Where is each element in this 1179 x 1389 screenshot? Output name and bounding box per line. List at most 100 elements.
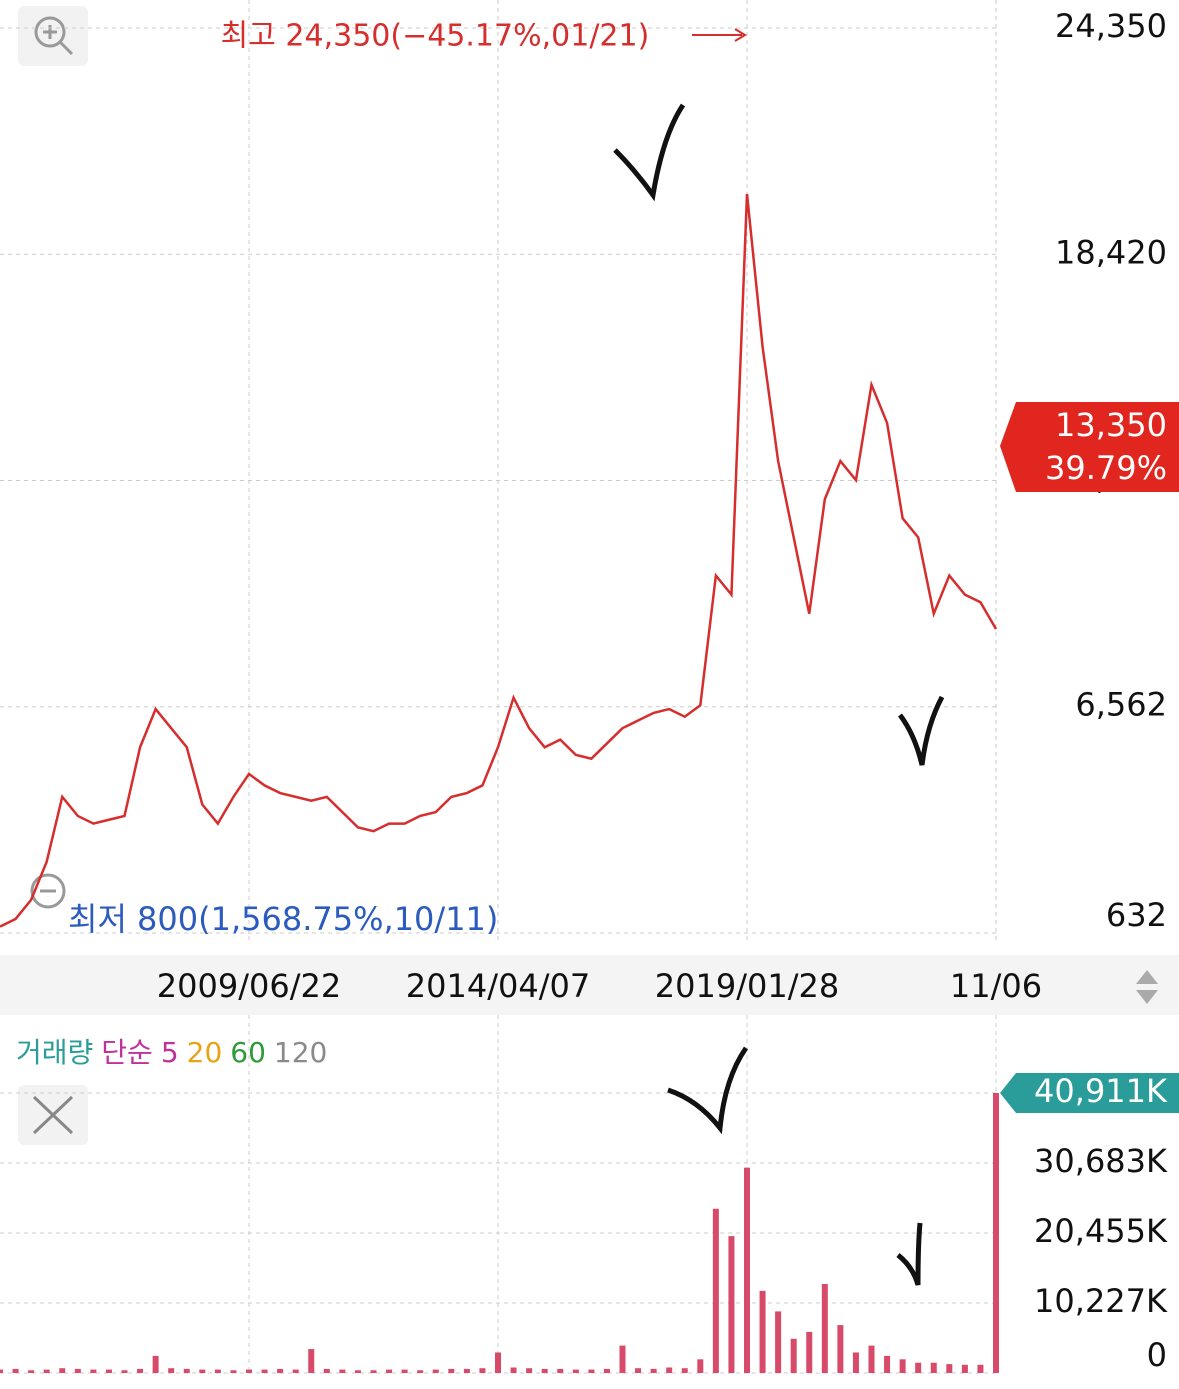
volume-bar [354,1370,361,1373]
x-tick-label: 2014/04/07 [406,967,590,1005]
grid [0,0,997,1374]
price-badge [1000,402,1179,492]
y-tick-label: 24,350 [1055,7,1167,45]
volume-bar [214,1369,221,1373]
legend-entry: 5 [161,1036,179,1069]
volume-bar [28,1370,35,1373]
volume-bar [868,1345,875,1373]
legend-entry: 20 [187,1036,223,1069]
x-tick-label: 2009/06/22 [157,967,341,1005]
y-tick-label: 20,455K [1034,1212,1168,1250]
volume-bar [572,1369,579,1373]
volume-bar [183,1368,190,1373]
volume-bar [90,1369,97,1373]
volume-bar [603,1368,610,1373]
zoom-in-icon [43,25,74,56]
volume-bar [168,1368,175,1373]
volume-bar [152,1355,159,1373]
volume-bar [308,1349,315,1373]
volume-bar [417,1370,424,1373]
legend-entry: 120 [274,1036,327,1069]
volume-bar [619,1345,626,1373]
volume-bar [0,1369,3,1373]
volume-bar [59,1368,66,1373]
volume-bar [432,1369,439,1373]
volume-bar [199,1369,206,1373]
zoom-out-icon[interactable] [30,873,66,909]
volume-bar [495,1352,501,1373]
volume-bar [526,1368,533,1373]
low-annotation: 최저 800(1,568.75%,10/11) [68,900,498,938]
volume-bar [884,1355,891,1373]
high-arrow [692,28,747,42]
volume-bar [681,1368,688,1373]
volume-bar [557,1368,564,1373]
volume-bar [541,1368,548,1373]
volume-bar [386,1369,393,1373]
volume-bar [246,1369,252,1373]
volume-bar [899,1359,906,1373]
volume-bar [12,1368,19,1373]
volume-bar [852,1352,859,1373]
volume-bar [463,1368,470,1373]
current-volume: 40,911K [1034,1072,1168,1110]
volume-bar [650,1368,657,1373]
x-tick-label: 2019/01/28 [655,967,839,1005]
volume-bar [930,1362,937,1373]
y-tick-label: 30,683K [1034,1142,1168,1180]
close-icon [32,1095,74,1135]
volume-bar [401,1369,408,1373]
y-tick-label: 10,227K [1034,1282,1168,1320]
volume-bar [759,1290,766,1373]
zoom-in-icon [34,16,66,48]
handwritten-check [896,1222,923,1286]
volume-bar [728,1236,735,1373]
y-tick-label: 0 [1147,1336,1167,1374]
volume-bar [666,1367,673,1373]
handwritten-check [613,103,686,202]
volume-bar [448,1368,455,1373]
volume-bar [712,1208,719,1373]
volume-bar [479,1368,486,1373]
volume-bar [74,1368,81,1373]
volume-bar [43,1369,50,1373]
volume-bar [277,1368,284,1373]
legend-entry: 거래량 [16,1036,93,1069]
legend-entry: 단순 [101,1036,153,1069]
volume-bar [635,1368,642,1373]
labels: 최고 24,350(−45.17%,01/21) 최저 800(1,568.75… [16,7,1179,1374]
current-price: 13,350 [1055,406,1167,444]
volume-bar [137,1368,144,1373]
volume-bar [821,1284,828,1373]
volume-bar [510,1367,517,1373]
volume-bar [744,1167,750,1373]
marks [0,193,999,1373]
volume-bar [993,1093,999,1373]
volume-bar [588,1369,595,1373]
volume-bar [261,1369,268,1373]
volume-bar [775,1311,782,1373]
volume-bar [230,1370,237,1373]
x-tick-label: 11/06 [950,967,1042,1005]
volume-bar [837,1325,844,1373]
resize-arrows[interactable] [1136,970,1158,1004]
change-rate: 39.79% [1045,449,1167,487]
volume-bar [915,1362,922,1373]
handwritten-check [897,695,945,766]
y-tick-label: 632 [1106,896,1167,934]
zoom-in-button[interactable] [18,6,88,66]
volume-bar [323,1368,330,1373]
volume-bar [806,1331,813,1373]
volume-bar [339,1369,346,1373]
volume-bar [105,1369,112,1373]
volume-bar [961,1364,968,1373]
volume-bar [121,1370,128,1373]
high-annotation: 최고 24,350(−45.17%,01/21) [221,19,650,54]
volume-bar [977,1364,984,1373]
volume-bar [697,1359,704,1373]
y-tick-label: 18,420 [1055,233,1167,271]
y-tick-label: 6,562 [1075,686,1167,724]
price-line [0,193,998,928]
volume-badge [1000,1073,1179,1113]
